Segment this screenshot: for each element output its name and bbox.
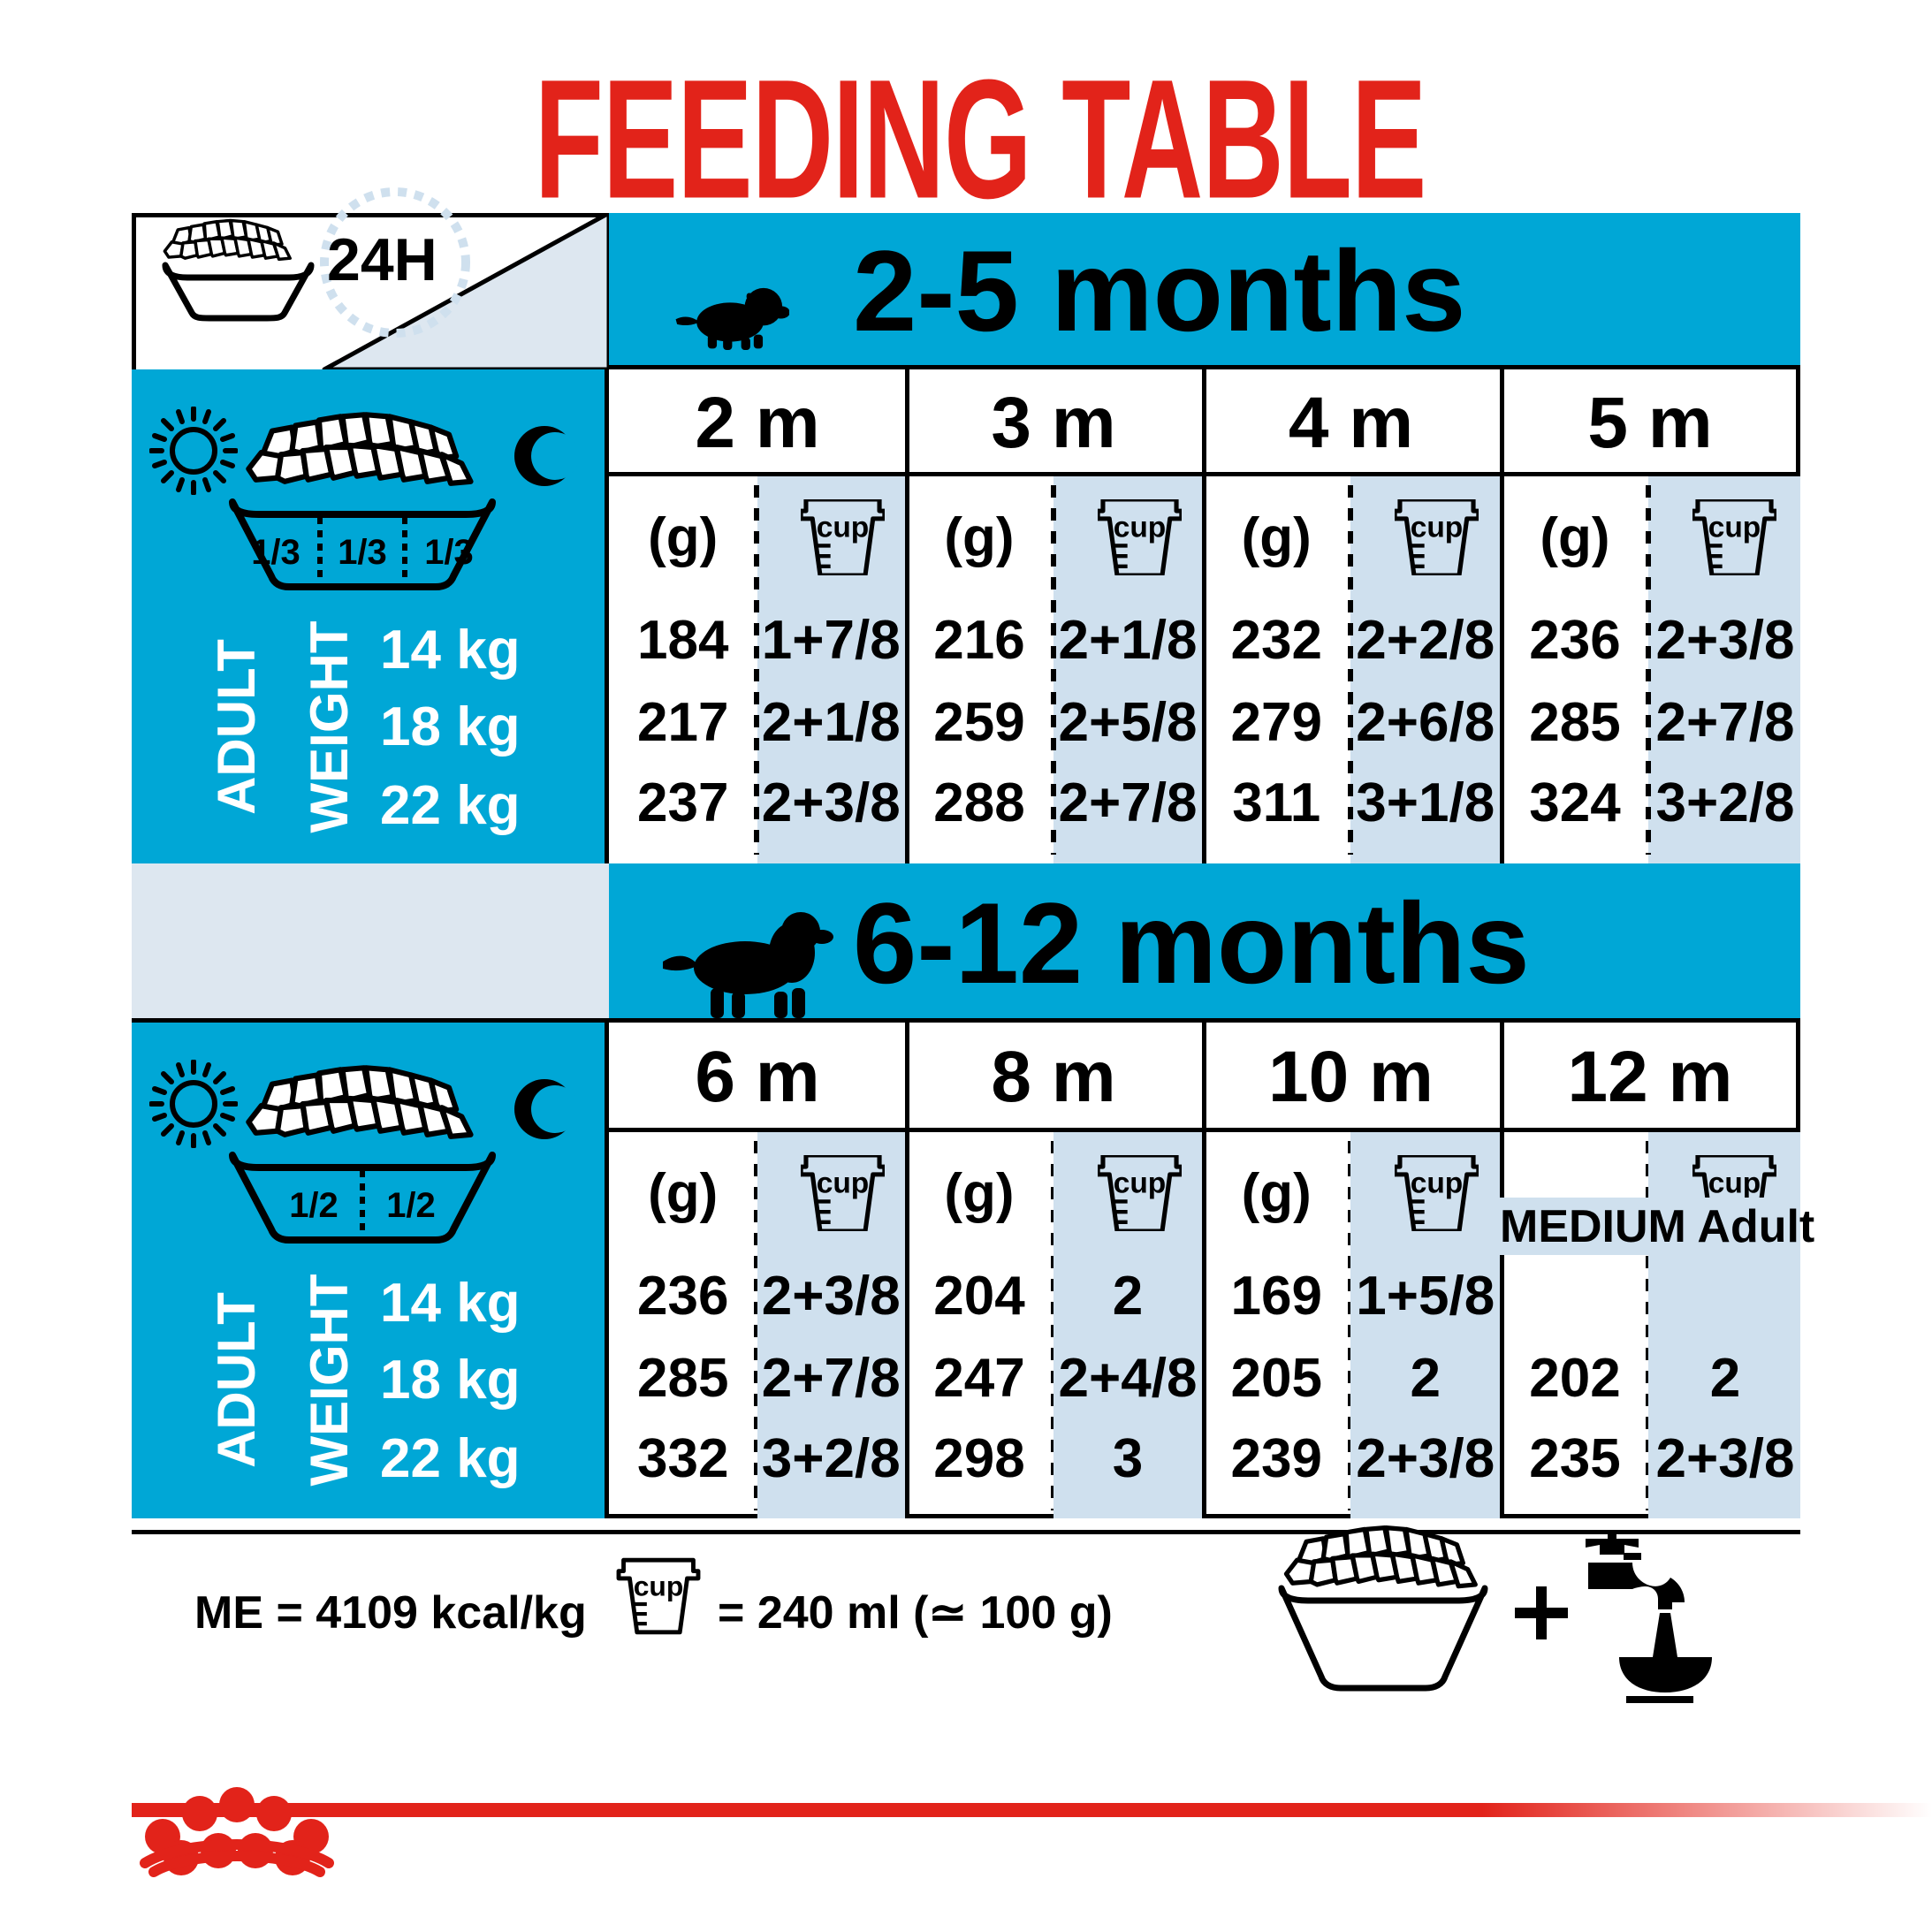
svg-text:1/3: 1/3 <box>424 533 474 572</box>
svg-text:1/3: 1/3 <box>338 533 387 572</box>
svg-text:1/3: 1/3 <box>251 533 300 572</box>
svg-text:1/2: 1/2 <box>289 1186 338 1225</box>
svg-text:1/2: 1/2 <box>386 1186 436 1225</box>
